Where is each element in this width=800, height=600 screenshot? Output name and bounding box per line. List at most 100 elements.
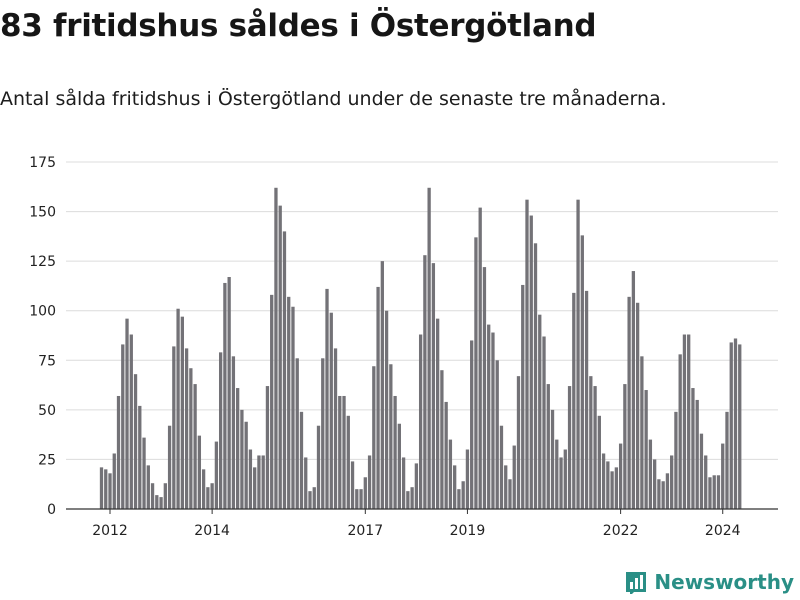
bar <box>568 386 571 509</box>
bar <box>423 255 426 509</box>
bar <box>262 455 265 509</box>
bar <box>308 491 311 509</box>
bar <box>113 453 116 509</box>
bar <box>627 297 630 509</box>
bar <box>389 364 392 509</box>
bar <box>406 491 409 509</box>
bar <box>291 307 294 509</box>
bar <box>713 475 716 509</box>
bar <box>432 263 435 509</box>
bar <box>542 336 545 509</box>
bar <box>279 206 282 509</box>
bar <box>691 388 694 509</box>
bar <box>598 416 601 509</box>
bar <box>151 483 154 509</box>
bar <box>198 436 201 509</box>
bar <box>134 374 137 509</box>
bar <box>223 283 226 509</box>
bar <box>653 459 656 509</box>
bar <box>679 354 682 509</box>
bar <box>236 388 239 509</box>
y-tick-label: 50 <box>38 403 56 419</box>
bar <box>125 319 128 509</box>
bar <box>704 455 707 509</box>
bar <box>193 384 196 509</box>
bar <box>108 473 111 509</box>
bar <box>474 237 477 509</box>
bar <box>581 235 584 509</box>
bar <box>530 216 533 509</box>
bar <box>355 489 358 509</box>
bar <box>440 370 443 509</box>
bar <box>491 333 494 509</box>
bar <box>555 440 558 509</box>
bar <box>347 416 350 509</box>
bar <box>274 188 277 509</box>
bar <box>662 481 665 509</box>
bar <box>402 457 405 509</box>
bar <box>593 386 596 509</box>
bar <box>674 412 677 509</box>
bar <box>121 344 124 509</box>
bar <box>219 352 222 509</box>
bar <box>717 475 720 509</box>
bar <box>534 243 537 509</box>
bar <box>657 479 660 509</box>
chart-subtitle: Antal sålda fritidshus i Östergötland un… <box>0 88 667 110</box>
bar <box>649 440 652 509</box>
bar <box>240 410 243 509</box>
bar <box>334 348 337 509</box>
bar <box>504 465 507 509</box>
bar <box>338 396 341 509</box>
x-tick-label: 2014 <box>194 523 230 539</box>
bar <box>610 471 613 509</box>
bar <box>585 291 588 509</box>
bar <box>206 487 209 509</box>
x-tick-label: 2024 <box>705 523 741 539</box>
bar <box>445 402 448 509</box>
bar <box>487 325 490 509</box>
bar <box>457 489 460 509</box>
bar <box>257 455 260 509</box>
bar <box>232 356 235 509</box>
bar <box>130 335 133 509</box>
bar <box>696 400 699 509</box>
bar <box>636 303 639 509</box>
bar <box>342 396 345 509</box>
bar <box>615 467 618 509</box>
bar <box>147 465 150 509</box>
bar <box>644 390 647 509</box>
bar <box>479 208 482 509</box>
bar <box>189 368 192 509</box>
bar <box>525 200 528 509</box>
bar <box>559 457 562 509</box>
bar <box>159 497 162 509</box>
x-tick-label: 2012 <box>92 523 128 539</box>
bar <box>683 335 686 509</box>
bar <box>104 469 107 509</box>
bar <box>410 487 413 509</box>
bar <box>142 438 145 509</box>
bar <box>700 434 703 509</box>
bar <box>215 442 218 509</box>
bar <box>368 455 371 509</box>
bar <box>708 477 711 509</box>
bar <box>734 338 737 509</box>
bar <box>117 396 120 509</box>
bar <box>330 313 333 509</box>
brand-name: Newsworthy <box>654 570 794 594</box>
bar <box>470 340 473 509</box>
bar <box>725 412 728 509</box>
bar <box>168 426 171 509</box>
bar <box>185 348 188 509</box>
bar <box>381 261 384 509</box>
bar <box>287 297 290 509</box>
data-label: 83 <box>734 140 754 144</box>
bar <box>623 384 626 509</box>
bar <box>100 467 103 509</box>
bar <box>508 479 511 509</box>
bar <box>210 483 213 509</box>
bar <box>619 444 622 509</box>
bar <box>172 346 175 509</box>
bar <box>376 287 379 509</box>
